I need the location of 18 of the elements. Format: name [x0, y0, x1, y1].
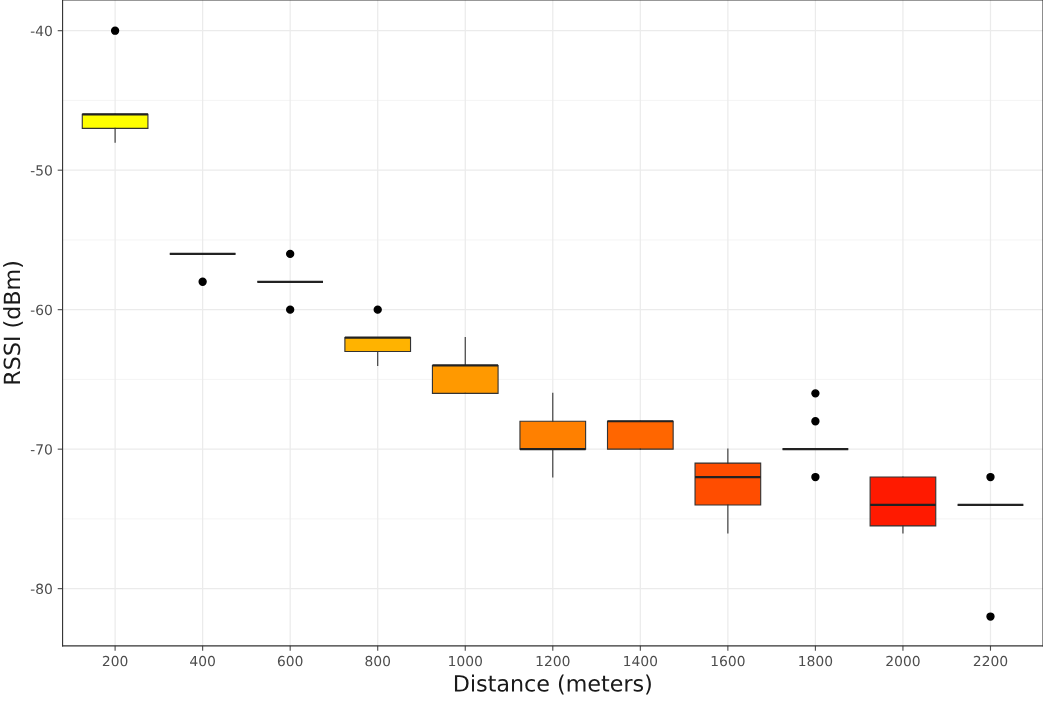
y-tick-label: -80: [30, 583, 52, 595]
x-tick-label: 1600: [711, 655, 745, 667]
y-tick-label: -60: [30, 304, 52, 316]
y-axis-title: RSSI (dBm): [3, 262, 23, 384]
x-tick-label: 800: [365, 655, 391, 667]
y-tick-label: -40: [30, 25, 52, 37]
x-tick-label: 1800: [799, 655, 833, 667]
y-tick-label: -70: [30, 444, 52, 455]
x-tick-label: 1400: [624, 655, 658, 667]
x-tick-label: 2000: [886, 655, 920, 667]
x-tick-label: 2200: [973, 655, 1008, 667]
y-tick-label: -50: [30, 165, 52, 176]
x-tick-label: 400: [190, 655, 215, 667]
x-tick-label: 1000: [449, 655, 482, 667]
x-axis-title: Distance (meters): [454, 674, 651, 695]
x-tick-label: 600: [277, 655, 303, 667]
x-tick-label: 1200: [536, 655, 570, 667]
x-tick-label: 200: [102, 655, 128, 667]
